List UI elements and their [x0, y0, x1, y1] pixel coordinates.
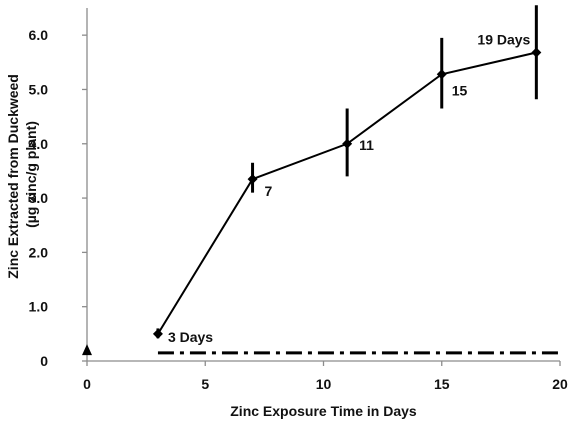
y-tick-label: 6.0: [29, 27, 49, 43]
data-label: 19 Days: [477, 32, 530, 48]
series-layer: [82, 5, 542, 356]
y-tick-label: 5.0: [29, 81, 49, 97]
x-tick-label: 5: [201, 376, 209, 392]
x-tick-label: 15: [434, 376, 450, 392]
data-label: 7: [265, 183, 273, 199]
data-point-marker: [342, 138, 353, 149]
data-point-marker: [247, 174, 258, 185]
x-axis-title: Zinc Exposure Time in Days: [230, 403, 417, 419]
series-line: [157, 51, 537, 335]
axes: 0 1.0 2.0 3.0 4.0 5.0 6.0 0 5 10 15 20: [29, 8, 568, 392]
y-tick-label: 4.0: [29, 136, 49, 152]
y-tick-label: 1.0: [29, 299, 49, 315]
y-tick-label: 0: [40, 353, 48, 369]
labels-layer: 3 Days 7 11 15 19 Days: [168, 32, 531, 345]
control-point-marker: [82, 344, 92, 356]
axis-titles: Zinc Exposure Time in Days Zinc Extracte…: [5, 70, 417, 419]
data-label: 11: [359, 137, 374, 153]
data-point-marker: [152, 328, 163, 339]
data-point-marker: [531, 47, 542, 58]
x-tick-label: 0: [83, 376, 91, 392]
x-tick-label: 10: [316, 376, 332, 392]
y-axis-title-line-1: Zinc Extracted from Duckweed: [5, 74, 21, 279]
x-tick-label: 20: [552, 376, 568, 392]
data-point-marker: [436, 69, 447, 80]
y-axis-title: Zinc Extracted from Duckweed (µg zinc/g …: [5, 70, 39, 279]
data-label: 3 Days: [168, 329, 213, 345]
data-label: 15: [452, 82, 468, 98]
y-tick-label: 3.0: [29, 190, 49, 206]
y-tick-label: 2.0: [29, 244, 49, 260]
y-axis-title-line-2: (µg zinc/g plant): [23, 121, 39, 228]
